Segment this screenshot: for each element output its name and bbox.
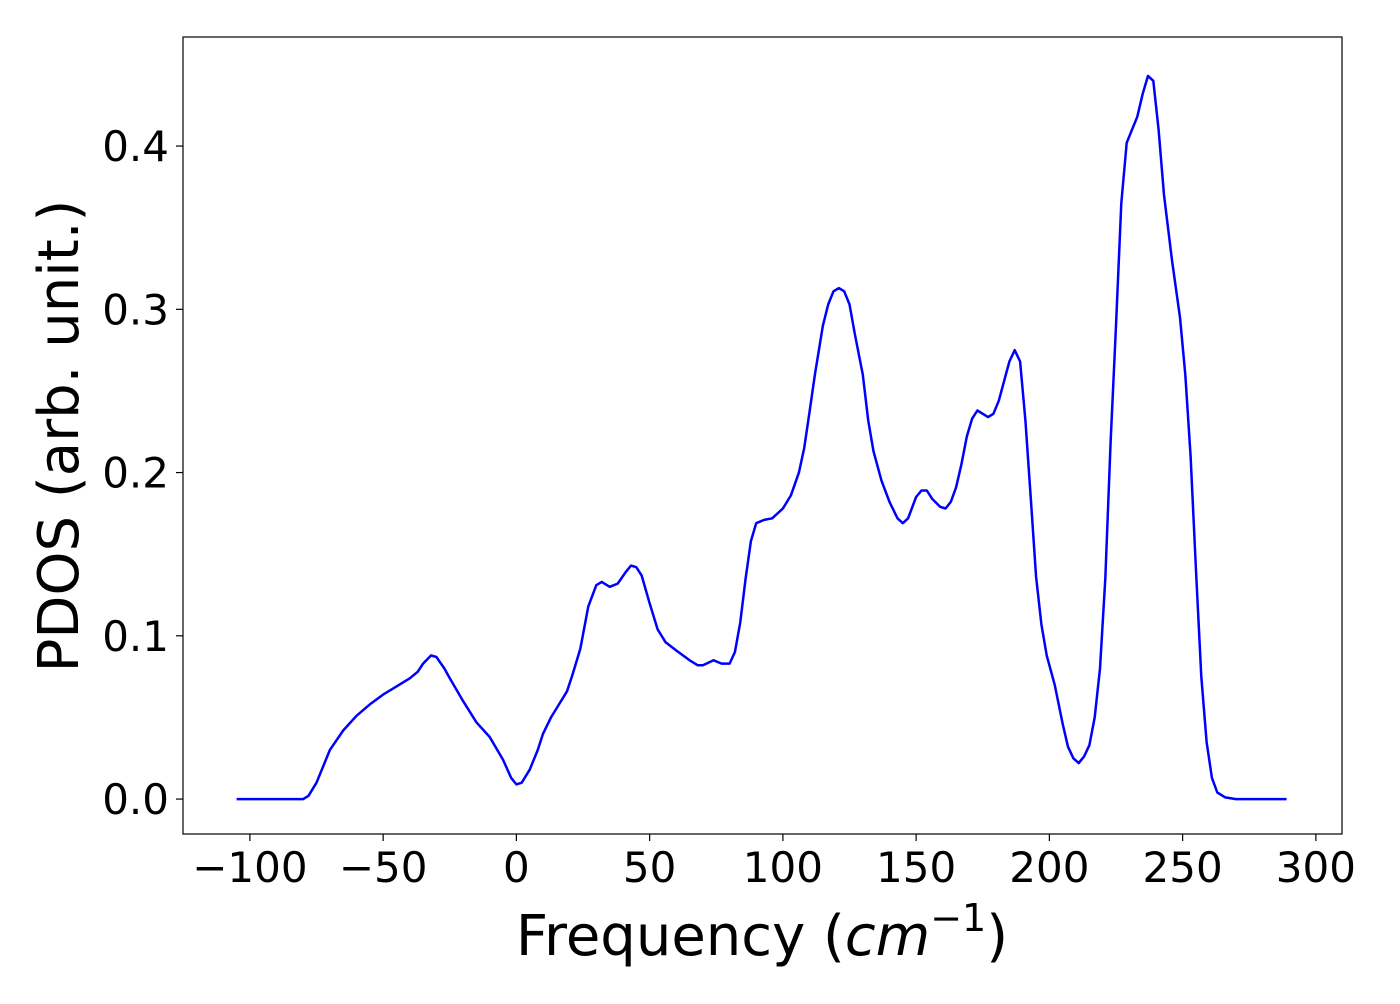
x-label-unit: cm [845, 904, 930, 969]
y-tick-label: 0.0 [102, 775, 169, 824]
x-tick-label: −50 [339, 843, 428, 892]
y-tick-label: 0.2 [102, 449, 169, 498]
x-label-close: ) [986, 904, 1008, 969]
data-line [236, 74, 1287, 801]
x-tick-label: 0 [503, 843, 530, 892]
x-tick-label: 200 [1009, 843, 1089, 892]
x-tick-label: 50 [623, 843, 676, 892]
x-tick-label: 100 [743, 843, 823, 892]
x-tick-label: 150 [876, 843, 956, 892]
x-label-text: Frequency ( [516, 904, 845, 969]
x-tick-label: 300 [1276, 843, 1356, 892]
x-tick-label: 250 [1143, 843, 1223, 892]
y-tick-label: 0.1 [102, 612, 169, 661]
y-axis-label: PDOS (arb. unit.) [27, 200, 92, 673]
x-label-exponent: −1 [930, 896, 986, 940]
y-tick-label: 0.4 [102, 122, 169, 171]
plot-frame [182, 36, 1343, 835]
x-axis-label: Frequency (cm−1) [516, 896, 1008, 969]
y-tick-label: 0.3 [102, 285, 169, 334]
x-tick-label: −100 [192, 843, 307, 892]
